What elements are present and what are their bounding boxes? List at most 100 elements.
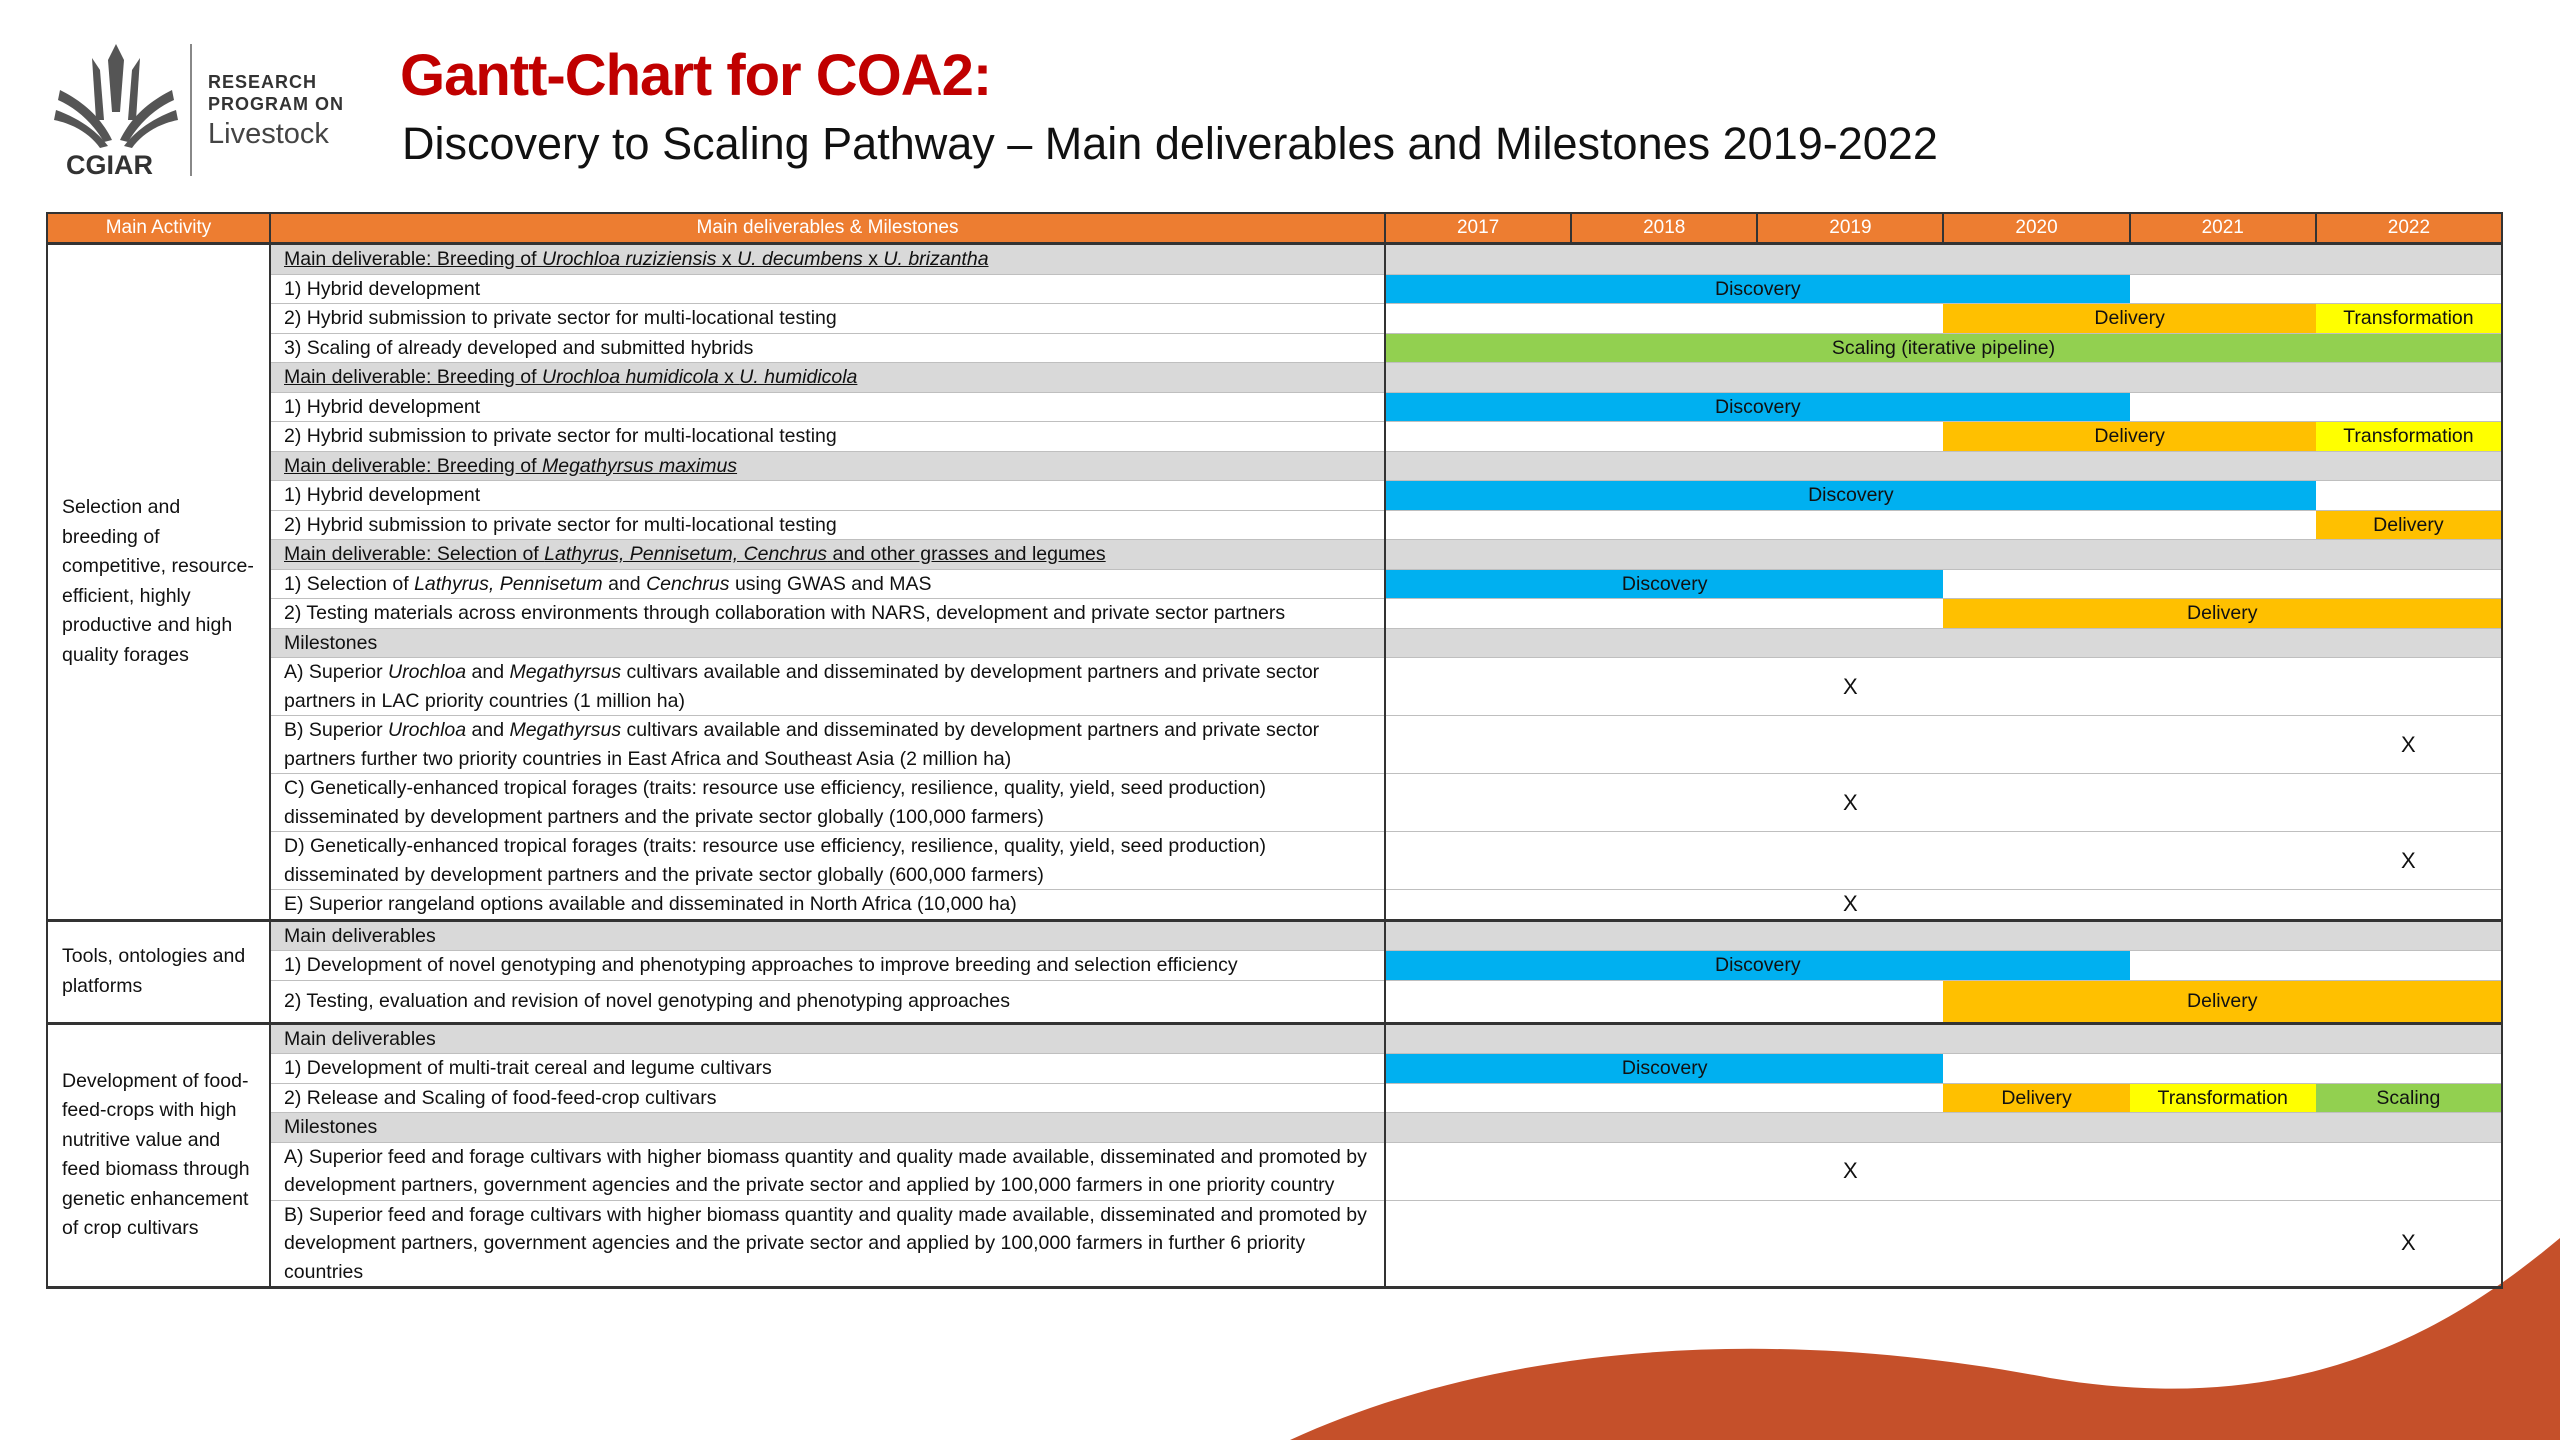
gantt-bar: Scaling (iterative pipeline) (1385, 333, 2503, 363)
activity-group: Development of food-feed-crops with high… (46, 1023, 2504, 1288)
year-cell (1757, 451, 1944, 481)
year-cell (1571, 1023, 1758, 1054)
text-part: A) Superior (284, 661, 389, 683)
text-part: x (862, 248, 884, 270)
gantt-bar: Discovery (1385, 480, 2316, 511)
year-cell (2129, 950, 2316, 981)
year-cell (1943, 715, 2130, 774)
year-cell (2129, 1053, 2316, 1084)
year-cell (2315, 392, 2504, 422)
task-row: B) Superior feed and forage cultivars wi… (47, 1200, 2504, 1288)
milestone-mark: X (1757, 889, 1944, 921)
main-activity: Selection and breeding of competitive, r… (46, 243, 271, 920)
year-cell (2315, 243, 2504, 275)
task-row: 1) Selection of Lathyrus, Pennisetum and… (47, 569, 2504, 599)
gantt-bar: Discovery (1385, 392, 2130, 422)
year-cell (1385, 980, 1572, 1024)
year-cell (2129, 392, 2316, 422)
year-cell (1943, 569, 2130, 599)
year-cell (1757, 598, 1944, 629)
section-row: Main deliverable: Breeding of Megathyrsu… (47, 451, 2504, 481)
deliverable: E) Superior rangeland options available … (270, 889, 1386, 921)
task-row: B) Superior Urochloa and Megathyrsus cul… (47, 715, 2504, 774)
year-cell (1571, 1083, 1758, 1113)
year-cell (1943, 773, 2130, 832)
year-cell (1757, 831, 1944, 890)
year-cell (1757, 243, 1944, 275)
header-row: Main Activity Main deliverables & Milest… (46, 212, 2504, 245)
year-cell (2129, 569, 2316, 599)
year-cell (1385, 598, 1572, 629)
year-cell (2129, 920, 2316, 951)
year-cell (2129, 1142, 2316, 1201)
text-part: Megathyrsus maximus (542, 454, 738, 477)
year-cell (1385, 831, 1572, 890)
year-cell (1943, 657, 2130, 716)
year-cell (1943, 628, 2130, 658)
task-row: 2) Testing, evaluation and revision of n… (47, 980, 2503, 1024)
program-name: Livestock (208, 118, 329, 150)
task-row: 2) Testing materials across environments… (47, 598, 2503, 629)
gantt-bar: Transformation (2129, 1083, 2316, 1113)
text-part: Main deliverable: Selection of (284, 543, 545, 565)
year-cell (1943, 1112, 2130, 1143)
wave (1290, 1238, 2560, 1440)
year-cell (2129, 362, 2316, 393)
program-label: RESEARCH (208, 72, 318, 92)
year-cell (1943, 1023, 2130, 1054)
text-part: Main deliverable: Breeding of (284, 366, 542, 388)
year-cell (1385, 920, 1572, 951)
text-part: Megathyrsus (509, 661, 622, 683)
year-cell (1385, 889, 1572, 921)
year-cell (1385, 657, 1572, 716)
main-activity: Development of food-feed-crops with high… (46, 1023, 271, 1288)
deliverable: 1) Hybrid development (270, 274, 1386, 304)
gantt-bar: Transformation (2315, 421, 2504, 452)
text-part: 1) Selection of (284, 572, 415, 595)
year-cell (2129, 657, 2316, 716)
year-cell (2129, 451, 2316, 481)
year-cell (1571, 1112, 1758, 1143)
year-cell (2315, 1053, 2504, 1084)
gantt-bar: Delivery (1943, 598, 2503, 629)
year-cell (1571, 421, 1758, 452)
year-cell (1385, 421, 1572, 452)
year-cell (2129, 1023, 2316, 1054)
task-row: A) Superior Urochloa and Megathyrsus cul… (47, 657, 2504, 716)
deliverable: 2) Hybrid submission to private sector f… (270, 303, 1386, 334)
section-row: Milestones (47, 628, 2504, 658)
deliverable: Milestones (270, 1112, 1386, 1143)
year-cell (2129, 715, 2316, 774)
year-cell (1385, 510, 1572, 540)
year-cell (1943, 1142, 2130, 1201)
year-cell (2129, 274, 2316, 304)
milestone-mark: X (1757, 1142, 1944, 1201)
text-part: x (718, 366, 740, 388)
task-row: C) Genetically-enhanced tropical forages… (47, 773, 2504, 832)
year-cell (2129, 243, 2316, 275)
deliverable: 2) Testing, evaluation and revision of n… (270, 980, 1386, 1024)
gantt-bar: Discovery (1385, 1053, 1944, 1084)
year-cell (1757, 1200, 1944, 1288)
deliverable: 1) Hybrid development (270, 392, 1386, 422)
year-cell (2315, 920, 2504, 951)
year-cell (1571, 715, 1758, 774)
year-cell (1757, 1112, 1944, 1143)
year-cell (1571, 451, 1758, 481)
deliverable: 2) Hybrid submission to private sector f… (270, 421, 1386, 452)
text-part: and (466, 719, 510, 741)
main-activity: Tools, ontologies and platforms (46, 920, 271, 1023)
year-header: 2017 (1383, 212, 1573, 245)
text-part: U. brizantha (883, 248, 989, 270)
deliverable: Main deliverable: Breeding of Urochloa h… (270, 362, 1386, 393)
year-cell (2315, 274, 2504, 304)
deliverable: A) Superior feed and forage cultivars wi… (270, 1142, 1386, 1201)
gantt-bar: Discovery (1385, 274, 2130, 304)
gantt-bar: Discovery (1385, 950, 2130, 981)
text-part: and other grasses and legumes (827, 543, 1106, 565)
year-cell (1571, 980, 1758, 1024)
task-row: 3) Scaling of already developed and subm… (47, 333, 2503, 363)
task-row: 1) Hybrid development Discovery (47, 392, 2504, 422)
year-cell (2129, 1200, 2316, 1288)
